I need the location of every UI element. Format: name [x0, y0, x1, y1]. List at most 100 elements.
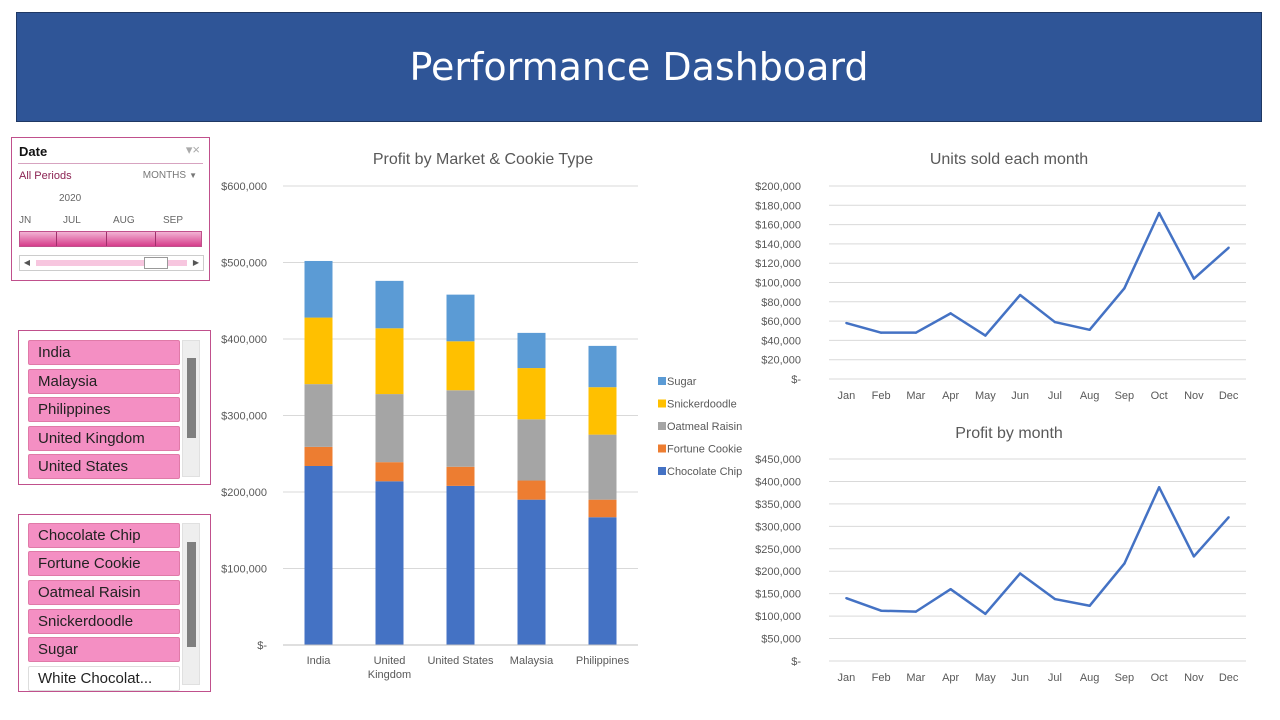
- data-point: [1227, 246, 1230, 249]
- y-tick-label: $400,000: [221, 334, 267, 346]
- scroll-right-icon[interactable]: ▶: [192, 258, 200, 267]
- x-tick-label: Mar: [906, 390, 925, 402]
- timeline-scrollbar[interactable]: ◀ ▶: [19, 255, 204, 271]
- x-tick-label: May: [975, 390, 996, 402]
- legend-swatch: [658, 377, 666, 385]
- y-tick-label: $200,000: [755, 181, 801, 193]
- clear-filter-icon[interactable]: ▾×: [185, 142, 200, 157]
- y-tick-label: $400,000: [755, 476, 801, 488]
- data-point: [1123, 562, 1126, 565]
- timeline-months: JN JUL AUG SEP: [19, 215, 204, 227]
- x-tick-label: Jun: [1011, 390, 1029, 402]
- x-tick-label: Nov: [1184, 672, 1204, 684]
- legend-entry: Oatmeal Raisin: [667, 421, 742, 433]
- slicer-item-india[interactable]: India: [28, 340, 180, 365]
- y-tick-label: $350,000: [755, 499, 801, 511]
- scroll-left-icon[interactable]: ◀: [23, 258, 31, 267]
- x-tick-label: Oct: [1151, 672, 1168, 684]
- all-periods-label[interactable]: All Periods: [19, 170, 72, 182]
- x-tick-label: Jan: [838, 672, 856, 684]
- timeline-month: AUG: [113, 215, 135, 226]
- slicer-item-united-states[interactable]: United States: [28, 454, 180, 479]
- scroll-track: [36, 260, 187, 266]
- cookie-slicer-scrollbar[interactable]: [182, 523, 200, 685]
- data-point: [1088, 328, 1091, 331]
- data-point: [949, 312, 952, 315]
- legend-entry: Fortune Cookie: [667, 444, 742, 456]
- y-tick-label: $600,000: [221, 181, 267, 193]
- x-tick-label: Mar: [906, 672, 925, 684]
- legend-entry: Snickerdoodle: [667, 399, 737, 411]
- x-tick-label: Apr: [942, 672, 959, 684]
- timeline-divider: [18, 163, 203, 164]
- slicer-item-chocolate-chip[interactable]: Chocolate Chip: [28, 523, 180, 548]
- y-tick-label: $200,000: [755, 566, 801, 578]
- bar-segment: [588, 499, 617, 518]
- bar-segment: [304, 465, 333, 645]
- x-tick-label: Dec: [1219, 672, 1239, 684]
- bar-segment: [446, 485, 475, 645]
- x-tick-label: Sep: [1115, 390, 1135, 402]
- data-point: [1157, 486, 1161, 489]
- legend-swatch: [658, 399, 666, 408]
- data-point: [879, 331, 883, 334]
- bar-segment: [446, 341, 475, 391]
- scroll-thumb[interactable]: [187, 542, 196, 647]
- time-level-dropdown[interactable]: MONTHS ▼: [143, 170, 197, 181]
- bar-segment: [375, 280, 404, 329]
- y-tick-label: $100,000: [755, 278, 801, 290]
- bar-segment: [517, 332, 546, 369]
- slicer-item-philippines[interactable]: Philippines: [28, 397, 180, 422]
- x-tick-label: Nov: [1184, 390, 1204, 402]
- x-tick-label: Apr: [942, 390, 959, 402]
- data-point: [1053, 320, 1057, 324]
- x-tick-label: Feb: [872, 390, 891, 402]
- slicer-item-fortune-cookie[interactable]: Fortune Cookie: [28, 551, 180, 576]
- x-tick-label: United: [374, 655, 406, 667]
- bar-segment: [588, 434, 617, 500]
- slicer-item-united-kingdom[interactable]: United Kingdom: [28, 426, 180, 451]
- bar-segment: [304, 384, 333, 447]
- bar-segment: [517, 499, 546, 645]
- date-timeline-slicer[interactable]: Date ▾× All Periods MONTHS ▼ 2020 JN JUL …: [11, 137, 210, 281]
- y-tick-label: $180,000: [755, 200, 801, 212]
- page-title: Performance Dashboard: [409, 45, 869, 89]
- bar-segment: [304, 260, 333, 318]
- profit-by-month-chart: Profit by month $- $50,000 $100,000 $150,000…: [755, 425, 1246, 684]
- slicer-item-oatmeal-raisin[interactable]: Oatmeal Raisin: [28, 580, 180, 605]
- scroll-thumb[interactable]: [187, 358, 196, 438]
- x-tick-label: Jul: [1048, 672, 1062, 684]
- bar-segment: [304, 317, 333, 385]
- scroll-thumb[interactable]: [144, 257, 168, 269]
- bar-segment: [446, 294, 475, 342]
- data-point: [1053, 597, 1057, 601]
- bar-segment: [375, 394, 404, 463]
- legend-swatch: [658, 444, 666, 453]
- dashboard-banner: Performance Dashboard: [16, 12, 1262, 122]
- data-point: [984, 334, 987, 337]
- timeline-year: 2020: [59, 193, 82, 204]
- slicer-item-white-chocolate[interactable]: White Chocolat...: [28, 666, 180, 691]
- chart-title: Profit by month: [955, 425, 1063, 442]
- data-point: [984, 612, 987, 616]
- y-tick-label: $20,000: [761, 355, 801, 367]
- y-tick-label: $80,000: [761, 297, 801, 309]
- data-point: [1018, 572, 1022, 575]
- y-tick-label: $140,000: [755, 239, 801, 251]
- timeline-period-bar[interactable]: [19, 231, 202, 247]
- slicer-item-snickerdoodle[interactable]: Snickerdoodle: [28, 609, 180, 634]
- legend-swatch: [658, 422, 666, 430]
- y-tick-label: $150,000: [755, 589, 801, 601]
- chart-title: Units sold each month: [930, 151, 1088, 168]
- timeline-month: JUL: [63, 215, 81, 226]
- slicer-item-sugar[interactable]: Sugar: [28, 637, 180, 662]
- y-tick-label: $300,000: [755, 521, 801, 533]
- y-tick-label: $50,000: [761, 634, 801, 646]
- bar-segment: [517, 480, 546, 500]
- market-slicer-scrollbar[interactable]: [182, 340, 200, 477]
- bar-segment: [446, 466, 475, 486]
- slicer-item-malaysia[interactable]: Malaysia: [28, 369, 180, 394]
- data-point: [845, 321, 848, 325]
- y-tick-label: $100,000: [221, 564, 267, 576]
- legend-entry: Sugar: [667, 376, 697, 388]
